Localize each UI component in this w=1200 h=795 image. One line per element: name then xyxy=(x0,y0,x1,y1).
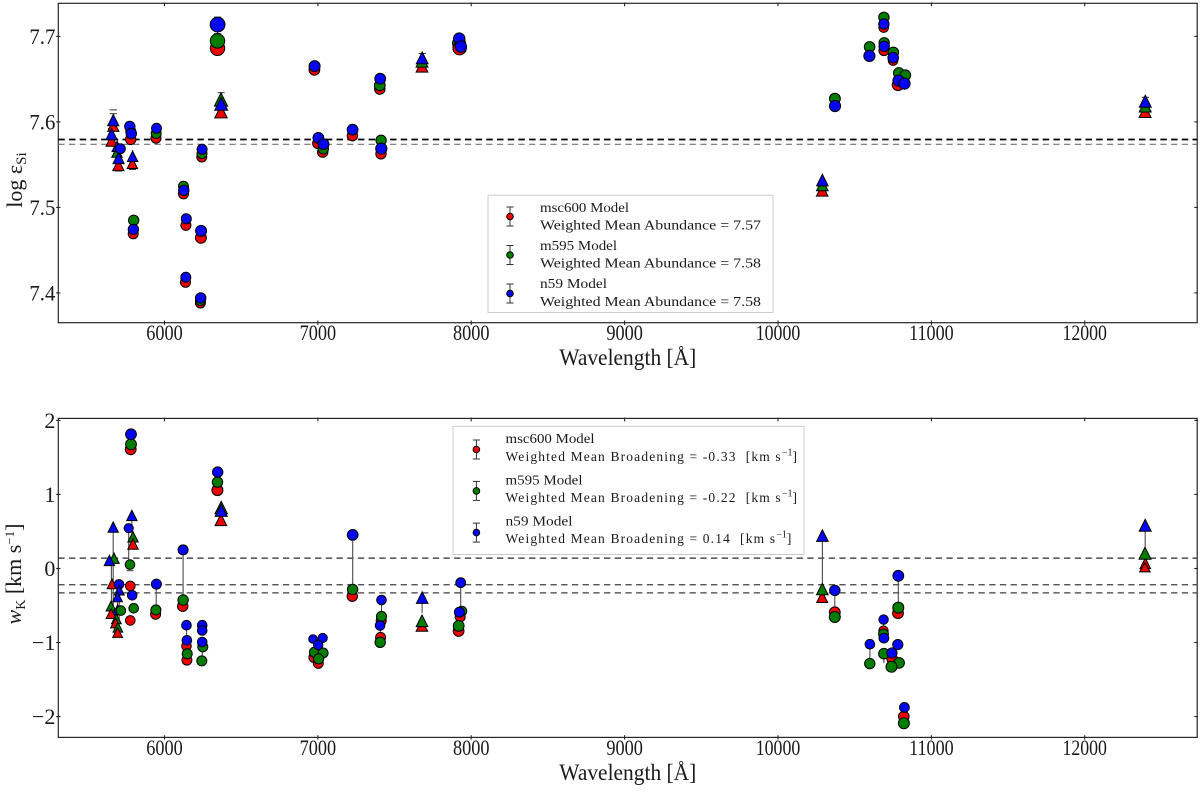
svg-text:Weighted Mean Abundance = 7.58: Weighted Mean Abundance = 7.58 xyxy=(540,294,761,309)
svg-text:Weighted Mean Broadening = -0.: Weighted Mean Broadening = -0.33 [km s−1… xyxy=(506,448,797,465)
svg-text:msc600 Model: msc600 Model xyxy=(540,200,629,215)
svg-text:0: 0 xyxy=(44,556,55,581)
svg-text:1: 1 xyxy=(44,482,55,507)
svg-text:n59 Model: n59 Model xyxy=(506,513,573,528)
svg-text:11000: 11000 xyxy=(909,735,954,760)
svg-text:Weighted Mean Broadening = -0.: Weighted Mean Broadening = -0.22 [km s−1… xyxy=(506,489,797,506)
svg-text:m595 Model: m595 Model xyxy=(540,238,617,253)
svg-text:7000: 7000 xyxy=(300,735,337,760)
svg-text:8000: 8000 xyxy=(453,735,490,760)
svg-text:10000: 10000 xyxy=(756,735,801,760)
svg-text:Weighted Mean Abundance = 7.57: Weighted Mean Abundance = 7.57 xyxy=(540,218,761,233)
svg-text:7.6: 7.6 xyxy=(29,109,55,134)
svg-text:8000: 8000 xyxy=(453,320,490,345)
svg-text:10000: 10000 xyxy=(756,320,801,345)
svg-text:6000: 6000 xyxy=(146,320,183,345)
svg-text:9000: 9000 xyxy=(606,735,643,760)
svg-text:Wavelength [Å]: Wavelength [Å] xyxy=(559,760,696,785)
svg-text:−2: −2 xyxy=(32,704,56,729)
svg-text:6000: 6000 xyxy=(146,735,183,760)
svg-text:−1: −1 xyxy=(32,630,56,655)
svg-text:7.7: 7.7 xyxy=(29,24,55,49)
svg-text:2: 2 xyxy=(44,408,55,433)
svg-text:7.5: 7.5 xyxy=(29,195,55,220)
svg-text:wK [km s−1]: wK [km s−1] xyxy=(1,524,29,625)
svg-text:9000: 9000 xyxy=(606,320,643,345)
svg-text:11000: 11000 xyxy=(909,320,954,345)
svg-text:Weighted Mean Abundance = 7.58: Weighted Mean Abundance = 7.58 xyxy=(540,256,761,271)
svg-text:Wavelength [Å]: Wavelength [Å] xyxy=(559,345,696,370)
svg-text:12000: 12000 xyxy=(1062,320,1107,345)
svg-text:7.4: 7.4 xyxy=(29,280,55,305)
svg-text:7000: 7000 xyxy=(300,320,337,345)
svg-text:12000: 12000 xyxy=(1062,735,1107,760)
svg-text:msc600 Model: msc600 Model xyxy=(506,431,595,446)
svg-text:m595 Model: m595 Model xyxy=(506,472,583,487)
svg-text:n59 Model: n59 Model xyxy=(540,276,607,291)
svg-text:Weighted Mean Broadening = 0.1: Weighted Mean Broadening = 0.14 [km s−1] xyxy=(506,530,792,547)
